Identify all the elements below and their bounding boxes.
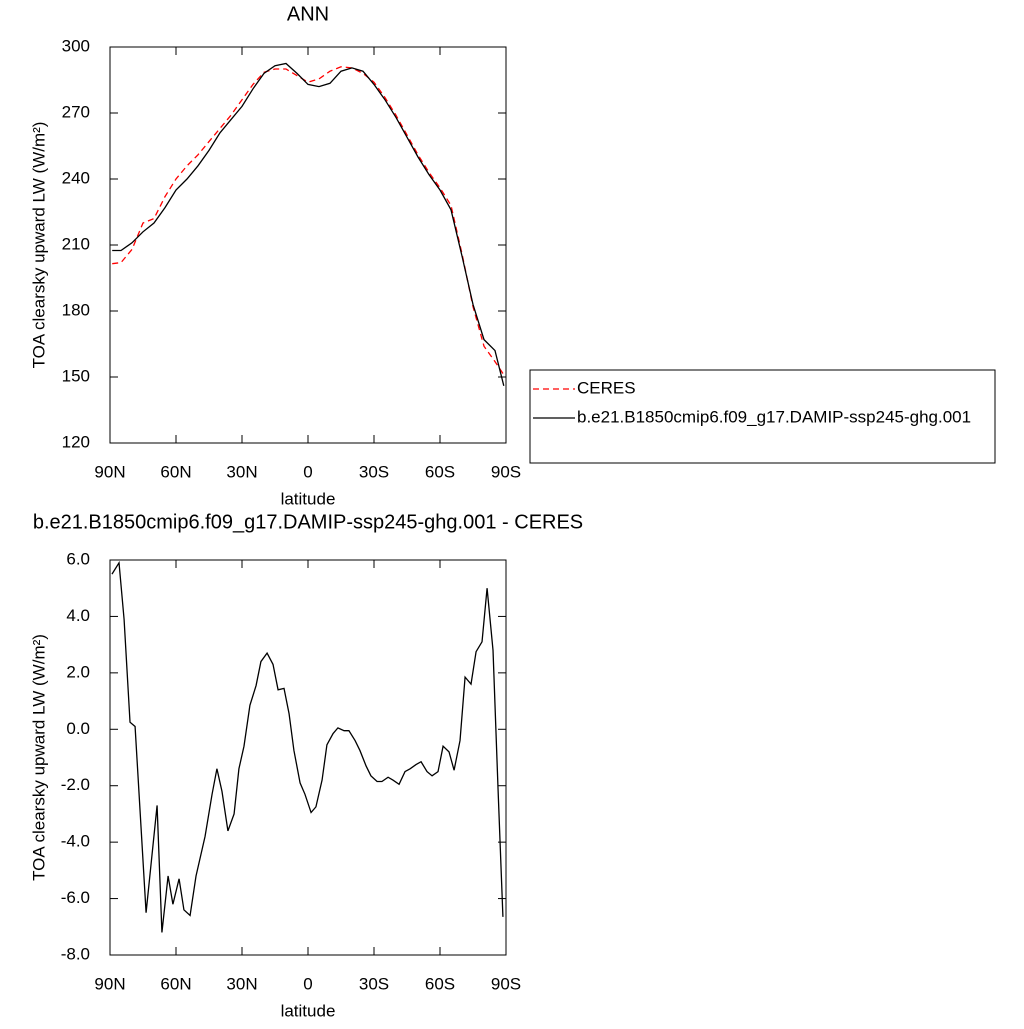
x-tick-label: 60S <box>425 974 455 993</box>
x-tick-label: 30N <box>226 462 257 481</box>
x-tick-label: 60S <box>425 462 455 481</box>
y-tick-label: -2.0 <box>61 775 90 794</box>
y-tick-label: 150 <box>62 366 90 385</box>
x-tick-label: 90N <box>94 974 125 993</box>
x-tick-label: 30S <box>359 974 389 993</box>
x-tick-label: 90S <box>491 974 521 993</box>
plot-frame <box>109 46 507 444</box>
y-tick-label: -4.0 <box>61 832 90 851</box>
y-axis-label: TOA clearsky upward LW (W/m²) <box>29 122 48 369</box>
legend-box <box>529 369 996 464</box>
y-tick-label: 240 <box>62 168 90 187</box>
y-tick-label: 300 <box>62 36 90 55</box>
data-line <box>111 560 504 933</box>
x-axis-label: latitude <box>281 1001 336 1020</box>
x-tick-label: 30S <box>359 462 389 481</box>
y-tick-label: 210 <box>62 234 90 253</box>
legend: CERES b.e21.B1850cmip6.f09_g17.DAMIP-ssp2… <box>529 369 996 464</box>
x-tick-label: 0 <box>303 974 312 993</box>
x-tick-label: 60N <box>160 462 191 481</box>
legend-label: CERES <box>577 378 636 397</box>
legend-label: b.e21.B1850cmip6.f09_g17.DAMIP-ssp245-gh… <box>577 407 971 426</box>
x-tick-label: 90S <box>491 462 521 481</box>
y-tick-label: 0.0 <box>66 719 90 738</box>
x-tick-label: 30N <box>226 974 257 993</box>
plot-frame <box>109 559 507 956</box>
x-tick-label: 0 <box>303 462 312 481</box>
x-tick-label: 60N <box>160 974 191 993</box>
y-tick-label: 6.0 <box>66 549 90 568</box>
chart-title: ANN <box>287 3 329 25</box>
y-tick-label: 120 <box>62 432 90 451</box>
y-tick-label: 2.0 <box>66 662 90 681</box>
data-line <box>112 62 505 386</box>
y-tick-label: 4.0 <box>66 606 90 625</box>
x-axis-label: latitude <box>281 489 336 508</box>
data-line <box>112 66 505 376</box>
y-tick-label: -6.0 <box>61 888 90 907</box>
x-tick-label: 90N <box>94 462 125 481</box>
y-tick-label: 270 <box>62 102 90 121</box>
y-tick-label: -8.0 <box>61 944 90 963</box>
chart-title: b.e21.B1850cmip6.f09_g17.DAMIP-ssp245-gh… <box>33 511 583 533</box>
y-axis-label: TOA clearsky upward LW (W/m²) <box>29 634 48 881</box>
y-tick-label: 180 <box>62 300 90 319</box>
